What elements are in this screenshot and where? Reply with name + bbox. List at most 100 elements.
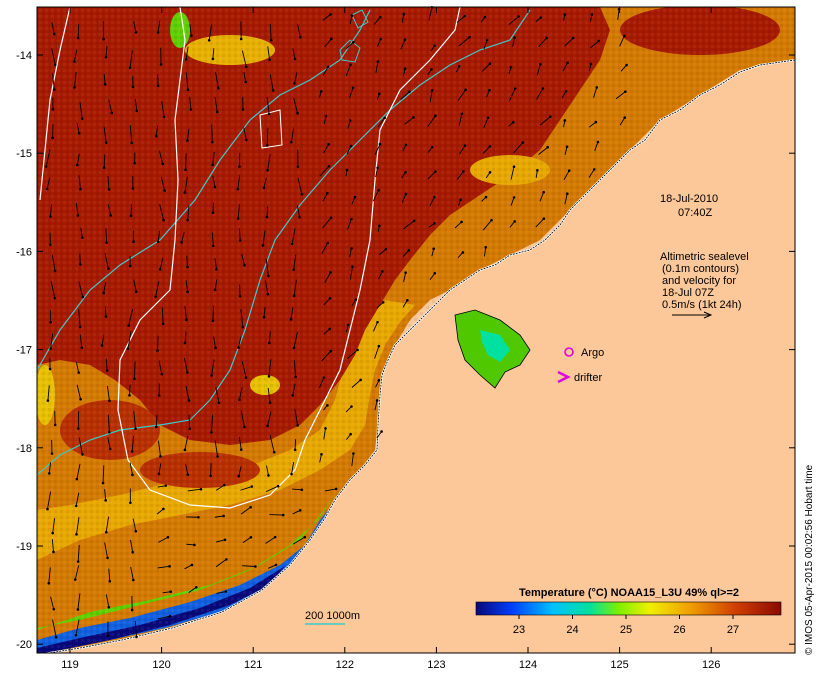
velocity-arrowhead bbox=[468, 35, 471, 39]
velocity-arrow bbox=[351, 453, 354, 467]
velocity-arrowhead bbox=[326, 65, 330, 69]
velocity-arrow bbox=[78, 281, 84, 298]
velocity-arrow bbox=[345, 64, 351, 77]
velocity-arrowhead bbox=[51, 531, 54, 535]
colorbar-tick-label: 24 bbox=[566, 624, 578, 636]
velocity-arrowhead bbox=[53, 423, 57, 427]
velocity-arrowhead bbox=[193, 543, 196, 547]
velocity-arrowhead bbox=[130, 141, 133, 145]
velocity-arrow bbox=[157, 615, 171, 620]
velocity-arrowhead bbox=[225, 558, 228, 561]
velocity-arrow bbox=[129, 384, 131, 396]
velocity-arrow bbox=[48, 462, 52, 474]
velocity-arrowhead bbox=[484, 246, 488, 249]
velocity-arrow bbox=[237, 204, 240, 219]
velocity-arrow bbox=[184, 176, 188, 193]
velocity-arrow bbox=[50, 333, 54, 349]
velocity-arrowhead bbox=[107, 267, 110, 271]
velocity-arrowhead bbox=[265, 144, 269, 147]
velocity-arrow bbox=[349, 266, 353, 280]
velocity-arrowhead bbox=[102, 37, 105, 41]
velocity-arrowhead bbox=[156, 349, 159, 352]
velocity-arrowhead bbox=[327, 142, 330, 146]
coastline bbox=[46, 59, 795, 653]
velocity-arrowhead bbox=[211, 319, 215, 323]
velocity-arrowhead bbox=[430, 68, 433, 71]
velocity-arrow bbox=[241, 360, 247, 378]
velocity-arrowhead bbox=[346, 323, 350, 327]
lat-tick-label: -18 bbox=[16, 443, 32, 455]
velocity-arrowhead bbox=[384, 247, 388, 251]
velocity-arrowhead bbox=[48, 367, 52, 371]
velocity-arrowhead bbox=[168, 614, 172, 618]
velocity-arrowhead bbox=[377, 379, 381, 382]
velocity-arrow bbox=[238, 437, 242, 450]
velocity-arrowhead bbox=[159, 455, 162, 458]
velocity-arrowhead bbox=[186, 139, 189, 142]
velocity-arrowhead bbox=[157, 472, 161, 476]
velocity-arrow bbox=[240, 410, 245, 428]
velocity-arrowhead bbox=[223, 538, 227, 542]
velocity-arrow bbox=[129, 462, 133, 475]
isobath-200m bbox=[37, 9, 531, 476]
lat-tick-label: -17 bbox=[16, 345, 32, 357]
velocity-arrowhead bbox=[104, 499, 107, 502]
velocity-arrowhead bbox=[79, 187, 82, 191]
velocity-arrow bbox=[268, 331, 271, 343]
velocity-arrow bbox=[186, 255, 188, 267]
velocity-arrowhead bbox=[100, 344, 104, 347]
velocity-arrow bbox=[52, 619, 57, 638]
velocity-arrowhead bbox=[262, 315, 266, 319]
velocity-arrowhead bbox=[376, 320, 379, 324]
velocity-arrowhead bbox=[129, 501, 132, 505]
colorbar: Temperature (°C) NOAA15_L3U 49% ql>=2 23… bbox=[475, 587, 782, 636]
velocity-arrow bbox=[269, 23, 272, 41]
velocity-arrow bbox=[159, 257, 164, 270]
velocity-arrow bbox=[403, 272, 407, 283]
velocity-arrowhead bbox=[350, 247, 353, 250]
velocity-arrowhead bbox=[210, 430, 213, 434]
velocity-arrow bbox=[214, 279, 218, 290]
velocity-arrowhead bbox=[50, 452, 54, 455]
sealevel-contour bbox=[39, 7, 71, 201]
velocity-arrow bbox=[538, 37, 547, 47]
velocity-arrow bbox=[242, 536, 252, 543]
velocity-arrow bbox=[156, 508, 164, 515]
velocity-arrowhead bbox=[75, 477, 79, 481]
velocity-arrowhead bbox=[249, 535, 253, 539]
velocity-arrowhead bbox=[571, 36, 575, 40]
velocity-arrow bbox=[263, 306, 266, 318]
velocity-arrow bbox=[266, 206, 269, 218]
colorbar-tick-label: 26 bbox=[673, 624, 685, 636]
velocity-arrowhead bbox=[521, 141, 525, 144]
velocity-arrowhead bbox=[76, 427, 80, 430]
velocity-arrow bbox=[158, 463, 162, 475]
velocity-arrow bbox=[263, 177, 267, 188]
velocity-arrowhead bbox=[211, 163, 214, 167]
velocity-arrowhead bbox=[624, 90, 627, 93]
velocity-arrowhead bbox=[236, 187, 240, 191]
velocity-arrow bbox=[51, 539, 54, 552]
velocity-arrow bbox=[73, 49, 78, 62]
velocity-arrow bbox=[294, 408, 299, 426]
velocity-arrow bbox=[51, 47, 56, 65]
velocity-arrowhead bbox=[215, 267, 218, 271]
velocity-arrowhead bbox=[78, 263, 82, 266]
velocity-arrowhead bbox=[486, 116, 490, 120]
velocity-arrowhead bbox=[511, 121, 515, 124]
velocity-arrowhead bbox=[109, 214, 112, 217]
velocity-arrow bbox=[160, 176, 166, 191]
velocity-arrow bbox=[214, 258, 217, 270]
velocity-arrow bbox=[346, 349, 358, 360]
velocity-arrowhead bbox=[211, 211, 215, 214]
velocity-arrow bbox=[243, 71, 247, 83]
velocity-arrowhead bbox=[80, 117, 84, 121]
velocity-arrowhead bbox=[156, 31, 160, 34]
velocity-arrow bbox=[374, 345, 380, 359]
velocity-arrowhead bbox=[292, 346, 296, 350]
velocity-arrow bbox=[322, 66, 329, 76]
velocity-arrowhead bbox=[376, 60, 380, 63]
velocity-arrow bbox=[103, 154, 106, 168]
velocity-arrow bbox=[132, 518, 137, 532]
velocity-arrowhead bbox=[483, 15, 487, 19]
